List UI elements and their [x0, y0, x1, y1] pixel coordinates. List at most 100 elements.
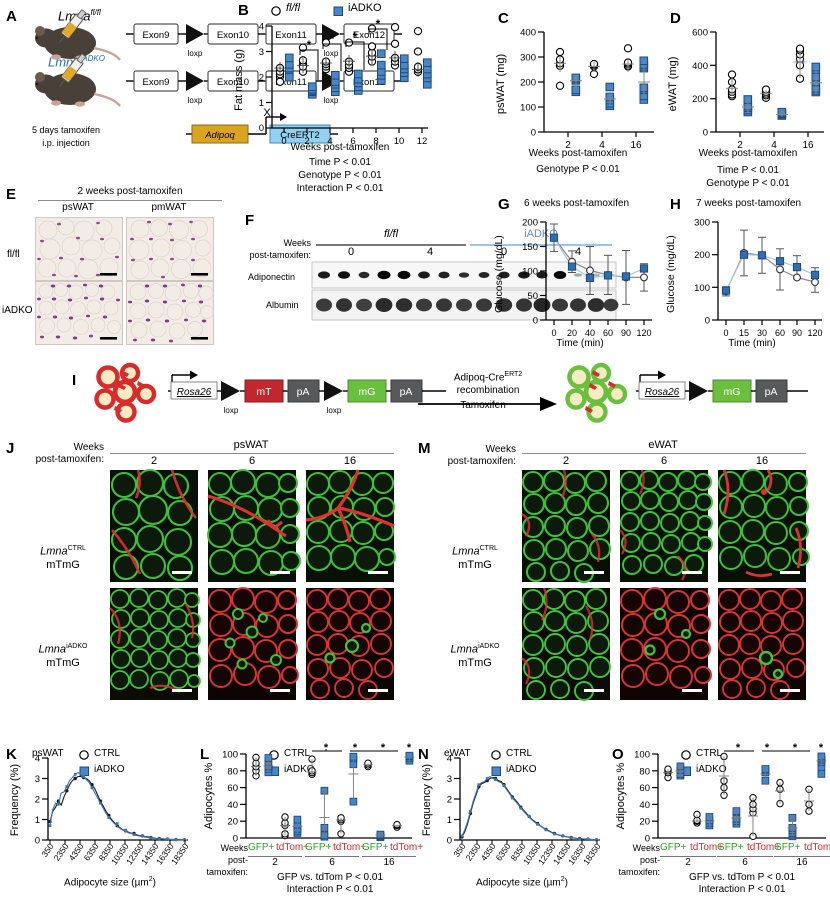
svg-text:Exon9: Exon9	[143, 30, 170, 41]
genotype-iadko: LmnaiADKO	[450, 643, 500, 656]
panel-c-chart: 0 100 200 300 400 psWAT (mg) 2 4 16	[495, 28, 654, 151]
genotype-sup-iadko: iADKO	[80, 54, 105, 63]
svg-text:pA: pA	[400, 386, 413, 398]
svg-text:2: 2	[259, 73, 264, 84]
svg-text:40: 40	[639, 800, 650, 811]
genotype-sup: iADKO	[66, 643, 88, 650]
svg-text:4: 4	[599, 140, 605, 151]
panel-e-row-flfl: fl/fl	[7, 249, 20, 260]
reporter-label: mTmG	[458, 656, 492, 669]
panel-k-legend-ctrl: CTRL	[94, 748, 121, 759]
svg-text:200: 200	[694, 250, 710, 261]
svg-text:Exon10: Exon10	[217, 30, 249, 41]
panel-o-row-label: Weeks post-tamoxifen:	[608, 842, 660, 878]
genotype-sup: iADKO	[478, 643, 500, 650]
svg-text:2350: 2350	[52, 841, 71, 862]
adipocytes-green-cluster	[565, 362, 628, 423]
panel-o-rule-16	[774, 856, 830, 857]
panel-g-title: 6 weeks post-tamoxifen	[524, 198, 630, 209]
svg-text:0: 0	[233, 834, 238, 845]
panel-l-rule-16	[362, 856, 416, 857]
svg-text:Frequency (%): Frequency (%)	[9, 764, 21, 836]
panel-k-xlabel: Adipocyte size (µm2)	[64, 876, 156, 889]
panel-e-letter: E	[6, 186, 17, 203]
panel-f-group-flfl: fl/fl	[383, 228, 399, 240]
svg-text:4350: 4350	[67, 841, 86, 862]
panel-o-gfp-6: GFP+	[717, 842, 744, 853]
svg-text:60: 60	[775, 328, 785, 338]
micrograph-ewat-ctrl-6wk	[619, 469, 713, 582]
panel-l-stats: GFP vs. tdTom P < 0.01 Interaction P < 0…	[230, 872, 430, 896]
panel-l-gfp-16: GFP+	[362, 842, 389, 853]
panel-l-time-2: 2	[272, 857, 278, 868]
panel-i-arrow-labels: Adipoq-CreERT2 recombination	[418, 368, 558, 397]
weeks-label: Weeks	[73, 442, 104, 453]
arrow-line-1: Adipoq-CreERT2	[453, 371, 523, 384]
svg-text:12: 12	[417, 136, 428, 147]
panel-f-time-flfl-4: 4	[426, 246, 434, 258]
panel-e-row-iadko: iADKO	[2, 305, 33, 316]
panel-g-letter: G	[498, 196, 510, 213]
svg-text:4: 4	[259, 22, 264, 33]
histology-pmwat-iadko	[126, 281, 214, 345]
svg-text:16: 16	[630, 140, 642, 151]
panel-j-row-iadko: LmnaiADKO mTmG	[22, 640, 104, 670]
svg-text:*: *	[376, 17, 381, 31]
panel-d-xlabel: Weeks post-tamoxifen	[698, 148, 798, 159]
svg-text:2: 2	[737, 140, 743, 151]
svg-text:20: 20	[227, 817, 238, 828]
arrow-line-2: recombination	[456, 385, 520, 397]
panel-o-time-2: 2	[685, 857, 691, 868]
reporter-label: mTmG	[458, 558, 492, 571]
panel-l-tdtom-16: tdTom+	[390, 842, 424, 853]
panel-o-tdtom-16: tdTom+	[804, 842, 830, 853]
svg-text:0: 0	[447, 836, 452, 847]
post-tamoxifen-label: post-tamoxifen:	[249, 250, 311, 260]
stat-line: Interaction P < 0.01	[296, 183, 384, 194]
panel-b-xlabel: Weeks post-tamoxifen	[290, 142, 390, 153]
svg-text:*: *	[330, 32, 335, 46]
panel-d-stats: Time P < 0.01 Genotype P < 0.01	[668, 164, 828, 190]
svg-text:100: 100	[222, 750, 238, 761]
panel-l-tdtom-2: tdTom+	[276, 842, 310, 853]
genotype-sup-fl: fl/fl	[90, 8, 101, 17]
svg-text:90: 90	[792, 328, 802, 338]
panel-i-arrow-line-3: Tamoxifen	[460, 400, 506, 411]
panel-f-time-flfl-0: 0	[347, 246, 355, 258]
panel-j-time-6: 6	[248, 455, 256, 467]
svg-text:*: *	[324, 742, 329, 754]
svg-text:4: 4	[327, 136, 332, 147]
micrograph-ewat-iadko-2wk	[521, 587, 611, 701]
treatment-line2: i.p. injection	[42, 138, 90, 148]
svg-text:2: 2	[565, 140, 571, 151]
svg-text:*: *	[765, 742, 770, 754]
svg-text:*: *	[793, 742, 798, 754]
panel-j-time-2: 2	[150, 455, 158, 467]
post-tamoxifen-label: post-tamoxifen:	[618, 855, 660, 877]
panel-c-xlabel: Weeks post-tamoxifen	[528, 148, 628, 159]
micrograph-ewat-ctrl-16wk	[718, 469, 810, 582]
svg-text:60: 60	[227, 783, 238, 794]
svg-text:0: 0	[723, 328, 728, 338]
stat-line: Genotype P < 0.01	[706, 178, 790, 189]
svg-text:80: 80	[639, 766, 650, 777]
svg-text:Adipocytes %: Adipocytes %	[615, 762, 627, 829]
svg-text:pA: pA	[765, 386, 778, 398]
cre-ert2-sup: ERT2	[504, 371, 523, 378]
svg-text:300: 300	[694, 218, 710, 229]
svg-text:*: *	[353, 30, 358, 44]
svg-text:psWAT (mg): psWAT (mg)	[495, 54, 507, 114]
panel-g-chart: 0 50 100 150 200 Glucose (mg/dL) 0 20 40…	[493, 218, 652, 338]
panel-k-letter: K	[6, 746, 17, 763]
micrograph-ewat-iadko-6wk	[620, 587, 712, 700]
weeks-label: Weeks	[485, 444, 516, 455]
svg-text:6350: 6350	[494, 841, 513, 862]
svg-text:200: 200	[520, 78, 536, 89]
svg-text:80: 80	[227, 766, 238, 777]
svg-text:400: 400	[692, 61, 708, 72]
weeks-label: Weeks	[283, 238, 311, 248]
svg-text:4: 4	[771, 140, 777, 151]
svg-text:*: *	[819, 742, 824, 754]
svg-text:8: 8	[373, 136, 378, 147]
